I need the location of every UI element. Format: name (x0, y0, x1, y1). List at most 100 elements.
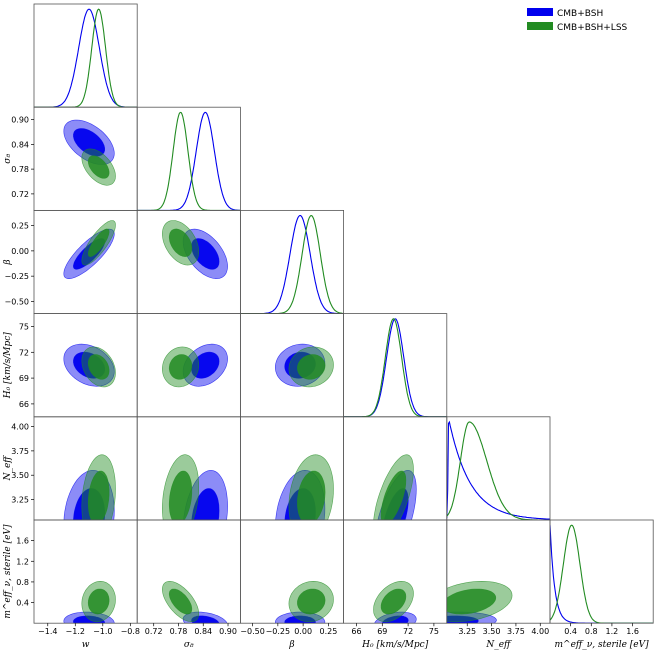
contour-CMB+BSH+LSS-68-4-0 (87, 470, 110, 520)
x-axis-label-1: σ₈ (184, 640, 194, 650)
contour-CMB+BSH+LSS-68-4-2 (297, 470, 326, 520)
y-tick-label-1-1: 0.78 (11, 165, 29, 174)
y-tick-label-5-1: 0.8 (16, 578, 29, 587)
panel-3-1 (136, 313, 241, 418)
y-tick-label-3-2: 72 (19, 348, 29, 357)
marginal-CMB+BSH+LSS-4 (446, 421, 550, 520)
panel-4-3 (343, 416, 448, 521)
x-tick-label-4-0: 3.25 (458, 627, 476, 636)
legend-label-1: CMB+BSH+LSS (557, 23, 628, 33)
y-tick-label-3-0: 66 (19, 400, 29, 409)
panel-3-0: 66 69 72 75 (19, 313, 138, 418)
panel-3-3 (343, 313, 448, 418)
panel-5-0: −1.4 −1.2 −1.0 −0.8 0.4 0.8 1.2 1.6 (16, 519, 140, 636)
x-axis-label-5: m^eff_ν, sterile [eV] (555, 640, 650, 650)
marginal-CMB+BSH-3 (343, 318, 447, 417)
y-tick-label-3-3: 75 (19, 323, 29, 332)
contour-CMB+BSH+LSS-68-2-0 (87, 228, 110, 257)
legend-label-0: CMB+BSH (557, 9, 603, 19)
y-tick-label-4-2: 3.75 (11, 447, 29, 456)
x-tick-label-3-3: 75 (429, 627, 439, 636)
y-tick-label-5-2: 1.2 (16, 557, 29, 566)
x-tick-label-1-1: 0.78 (170, 627, 188, 636)
contour-CMB+BSH+LSS-68-4-1 (168, 470, 193, 520)
y-tick-label-4-0: 3.25 (11, 496, 29, 505)
panel-0-0 (33, 3, 138, 108)
panel-frame-5-5 (549, 519, 654, 624)
legend-swatch-0 (527, 8, 553, 16)
contour-CMB+BSH+LSS-68-5-1 (168, 588, 193, 615)
x-tick-label-0-1: −1.2 (66, 627, 85, 636)
panel-2-0: −0.50 −0.25 0.00 0.25 (4, 209, 138, 314)
marginal-CMB+BSH-5 (550, 525, 654, 624)
y-tick-label-2-2: 0.00 (11, 247, 29, 256)
panel-frame-4-4 (446, 416, 551, 521)
y-tick-label-4-1: 3.50 (11, 471, 29, 480)
marginal-CMB+BSH+LSS-3 (343, 318, 447, 417)
panel-frame-3-3 (343, 313, 448, 418)
x-tick-label-2-1: −0.25 (266, 627, 291, 636)
contour-CMB+BSH+LSS-68-3-0 (87, 354, 110, 380)
panel-frame-2-2 (239, 209, 344, 314)
panel-4-0: 3.25 3.50 3.75 4.00 (11, 416, 138, 521)
x-tick-label-1-0: 0.72 (145, 627, 163, 636)
panel-5-2: −0.50 −0.25 0.00 0.25 (239, 519, 344, 636)
y-tick-label-2-1: −0.25 (4, 272, 29, 281)
panel-2-2 (239, 209, 344, 314)
contour-CMB+BSH+LSS-68-4-3 (380, 470, 407, 520)
marginal-CMB+BSH+LSS-1 (137, 111, 241, 211)
contour-CMB+BSH+LSS-68-3-1 (168, 354, 193, 380)
contour-CMB+BSH-68-1-0 (73, 128, 105, 157)
contour-CMB+BSH-68-5-1 (191, 615, 220, 624)
x-tick-label-5-2: 1.2 (606, 627, 619, 636)
x-tick-label-2-0: −0.50 (240, 627, 265, 636)
marginal-CMB+BSH-1 (137, 111, 241, 211)
y-tick-label-3-1: 69 (19, 374, 29, 383)
x-tick-label-2-3: 0.25 (320, 627, 338, 636)
marginal-CMB+BSH+LSS-2 (240, 215, 344, 314)
x-tick-label-3-0: 66 (351, 627, 361, 636)
x-tick-label-0-2: −1.0 (93, 627, 112, 636)
x-tick-label-5-0: 0.4 (564, 627, 577, 636)
x-axis-label-2: β (288, 640, 294, 650)
x-axis-label-0: w (82, 640, 90, 650)
marginal-CMB+BSH+LSS-0 (34, 8, 138, 108)
x-tick-label-2-2: 0.00 (294, 627, 312, 636)
panel-5-1: 0.72 0.78 0.84 0.90 (136, 519, 241, 636)
panel-3-2 (239, 313, 344, 418)
x-tick-label-1-3: 0.90 (219, 627, 237, 636)
y-axis-label-5: m^eff_ν, sterile [eV] (3, 524, 13, 619)
x-tick-label-1-2: 0.84 (194, 627, 212, 636)
contour-CMB+BSH-68-5-4 (446, 615, 479, 624)
panel-2-1 (136, 209, 241, 314)
panel-4-4 (446, 416, 551, 521)
panel-5-3: 66 69 72 75 (343, 519, 448, 636)
contour-CMB+BSH+LSS-68-5-4 (446, 588, 497, 615)
contour-CMB+BSH+LSS-68-2-1 (168, 228, 193, 257)
y-axis-label-3: H₀ [km/s/Mpc] (3, 332, 13, 400)
x-tick-label-3-1: 69 (377, 627, 387, 636)
x-tick-label-4-2: 3.75 (507, 627, 525, 636)
legend: CMB+BSH CMB+BSH+LSS (527, 8, 628, 33)
contour-CMB+BSH+LSS-68-5-3 (380, 588, 407, 615)
contour-CMB+BSH+LSS-68-5-2 (297, 588, 326, 615)
y-tick-label-5-3: 1.6 (16, 537, 29, 546)
marginal-CMB+BSH-2 (240, 215, 344, 314)
y-tick-label-2-3: 0.25 (11, 222, 29, 231)
panel-4-1 (136, 416, 241, 521)
y-tick-label-1-0: 0.72 (11, 190, 29, 199)
x-tick-label-0-3: −0.8 (121, 627, 140, 636)
y-axis-label-2: β (3, 259, 13, 265)
y-tick-label-1-2: 0.84 (11, 140, 29, 149)
x-tick-label-3-2: 72 (403, 627, 413, 636)
panel-5-4: 3.25 3.50 3.75 4.00 (446, 519, 551, 636)
y-tick-label-5-0: 0.4 (16, 599, 29, 608)
contour-CMB+BSH-68-5-2 (284, 615, 316, 624)
y-tick-label-4-3: 4.00 (11, 423, 29, 432)
x-tick-label-4-1: 3.50 (483, 627, 501, 636)
panel-5-5: 0.4 0.8 1.2 1.6 (549, 519, 654, 636)
panel-1-1 (136, 106, 241, 211)
contour-CMB+BSH+LSS-68-5-0 (87, 588, 110, 615)
marginal-CMB+BSH-4 (446, 420, 550, 520)
